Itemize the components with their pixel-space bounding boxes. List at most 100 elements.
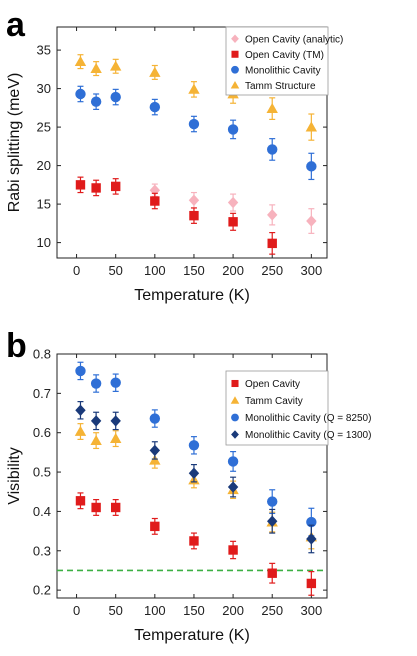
data-point [267,144,277,154]
data-point [189,440,199,450]
panel-label-a: a [6,6,26,44]
data-point [307,579,316,588]
y-tick-label: 0.4 [33,504,51,519]
data-point [189,536,198,545]
data-point [228,124,238,134]
data-point [150,413,160,423]
legend-label: Monolithic Cavity (Q = 8250) [245,413,371,424]
data-point [189,119,199,129]
data-point [111,182,120,191]
data-point [306,215,316,226]
data-point [91,378,101,388]
data-point [150,445,160,456]
data-point [228,217,237,226]
legend-marker-group [231,414,239,422]
data-point [306,161,316,171]
y-tick-label: 0.2 [33,583,51,598]
legend-label: Monolithic Cavity [245,65,321,76]
legend-marker [231,51,238,58]
y-axis-label: Visibility [6,447,23,505]
legend-marker [231,380,238,387]
data-point [149,67,160,77]
y-tick-label: 0.7 [33,386,51,401]
data-point [188,84,199,94]
data-point [75,366,85,376]
data-point [76,496,85,505]
y-tick-label: 15 [37,197,51,212]
data-point [90,63,101,73]
data-point [90,435,101,445]
legend-marker-group [231,51,238,58]
y-tick-label: 0.3 [33,543,51,558]
x-tick-label: 150 [183,603,205,618]
data-point [189,211,198,220]
data-point [110,433,121,443]
y-tick-label: 20 [37,158,51,173]
data-point [76,180,85,189]
x-tick-label: 100 [144,263,166,278]
data-point [110,415,120,426]
x-tick-label: 200 [222,263,244,278]
data-point [110,61,121,71]
data-point [189,468,199,479]
legend-label: Open Cavity [245,379,300,390]
x-tick-label: 250 [261,263,283,278]
data-point [267,103,278,113]
x-tick-label: 0 [73,603,80,618]
y-tick-label: 0.6 [33,425,51,440]
x-tick-label: 300 [300,263,322,278]
legend-label: Tamm Structure [245,81,316,92]
legend-marker [231,414,239,422]
x-axis-label: Temperature (K) [134,627,250,644]
data-point [110,378,120,388]
x-tick-label: 50 [108,263,122,278]
chart-a-rabi-splitting: 0 50 100 150 200 250 300 10 15 20 25 30 35 Temperatur… [6,27,343,304]
data-point [228,545,237,554]
data-point [75,89,85,99]
x-tick-label: 200 [222,603,244,618]
data-point [91,503,100,512]
data-point [75,56,86,66]
data-point [150,522,159,531]
y-tick-label: 25 [37,120,51,135]
y-tick-label: 30 [37,81,51,96]
data-point [91,415,101,426]
legend-marker [231,66,239,74]
y-tick-label: 0.8 [33,347,51,362]
legend-marker-group [231,66,239,74]
data-point [110,92,120,102]
legend-label: Open Cavity (analytic) [245,34,343,45]
x-tick-label: 0 [73,263,80,278]
data-point [150,102,160,112]
data-point [111,503,120,512]
y-axis-label: Rabi splitting (meV) [6,73,23,213]
data-point [228,197,238,208]
y-tick-label: 0.5 [33,465,51,480]
data-point [267,496,277,506]
data-point [150,196,159,205]
data-point [75,426,86,436]
chart-b-visibility: 0 50 100 150 200 250 300 0.2 0.3 0.4 0.5 0.6 0.7 0.8 T… [6,347,371,645]
x-tick-label: 300 [300,603,322,618]
x-tick-label: 250 [261,603,283,618]
data-point [267,209,277,220]
data-point [268,239,277,248]
data-point [306,121,317,131]
legend-label: Monolithic Cavity (Q = 1300) [245,430,371,441]
legend-label: Open Cavity (TM) [245,50,324,61]
x-axis-label: Temperature (K) [134,287,250,304]
x-tick-label: 50 [108,603,122,618]
data-point [91,183,100,192]
x-tick-label: 100 [144,603,166,618]
data-point [189,195,199,206]
legend-label: Tamm Cavity [245,396,303,407]
y-tick-label: 35 [37,43,51,58]
data-point [75,405,85,416]
data-point [306,533,316,544]
panel-label-b: b [6,327,27,365]
data-point [91,96,101,106]
data-point [228,456,238,466]
x-tick-label: 150 [183,263,205,278]
y-tick-label: 10 [37,235,51,250]
data-point [268,569,277,578]
